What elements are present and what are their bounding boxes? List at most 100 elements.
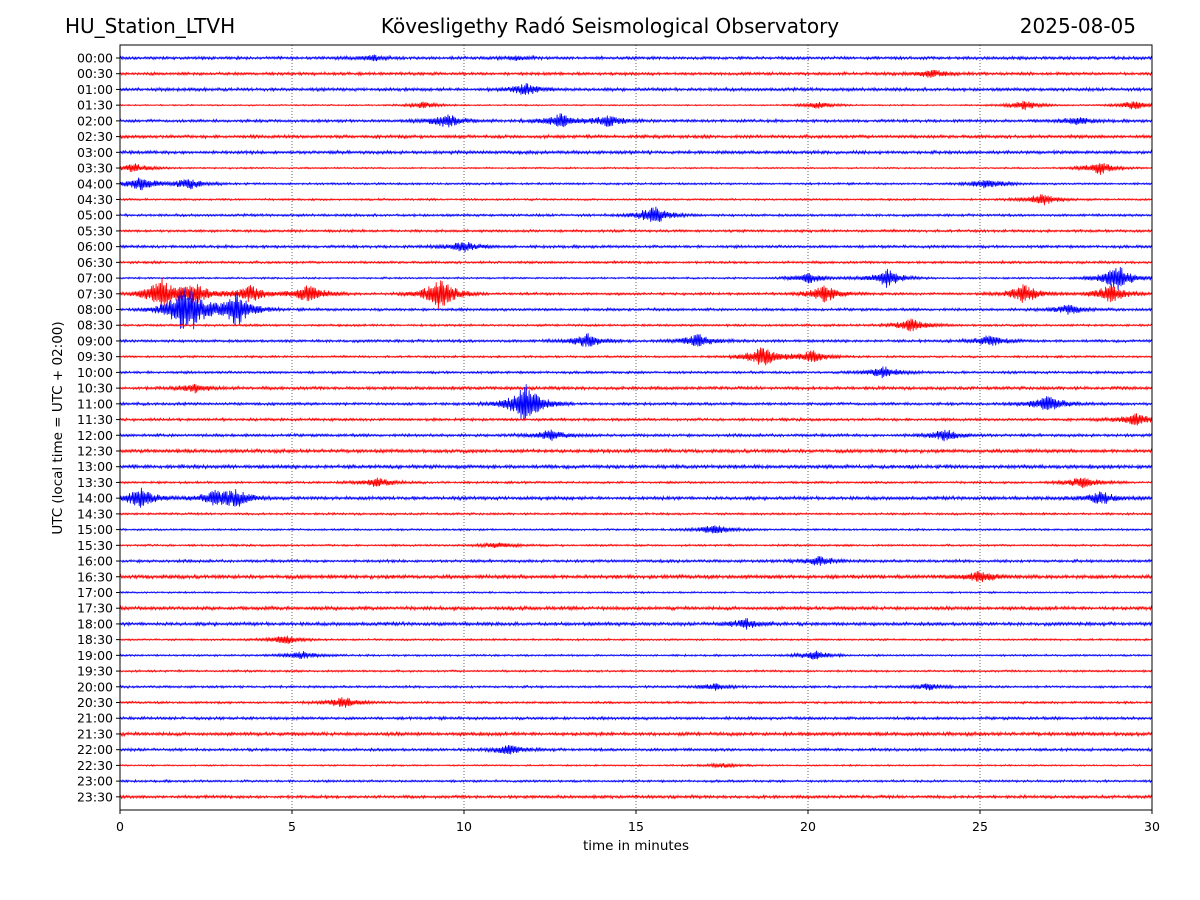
trace-1430 bbox=[119, 511, 1153, 517]
y-tick-label: 23:00 bbox=[77, 774, 113, 789]
trace-0900 bbox=[119, 333, 1153, 347]
trace-1930 bbox=[119, 668, 1153, 674]
x-tick-label: 5 bbox=[288, 819, 296, 834]
trace-1530 bbox=[119, 542, 1153, 549]
y-tick-label: 03:00 bbox=[77, 145, 113, 160]
trace-2130 bbox=[119, 730, 1153, 738]
y-tick-label: 07:30 bbox=[77, 286, 113, 301]
y-tick-label: 20:30 bbox=[77, 695, 113, 710]
y-tick-label: 03:30 bbox=[77, 161, 113, 176]
trace-2230 bbox=[119, 762, 1153, 769]
trace-2330 bbox=[119, 793, 1153, 800]
y-tick-label: 15:00 bbox=[77, 522, 113, 537]
y-tick-label: 16:30 bbox=[77, 569, 113, 584]
y-tick-label: 02:30 bbox=[77, 129, 113, 144]
trace-1700 bbox=[119, 590, 1153, 595]
x-tick-label: 20 bbox=[800, 819, 816, 834]
trace-0800 bbox=[119, 288, 1153, 330]
trace-0400 bbox=[119, 177, 1153, 191]
y-tick-label: 11:00 bbox=[77, 396, 113, 411]
trace-1830 bbox=[119, 635, 1153, 645]
y-tick-label: 17:00 bbox=[77, 585, 113, 600]
x-tick-label: 30 bbox=[1144, 819, 1160, 834]
trace-0830 bbox=[119, 318, 1153, 332]
y-tick-label: 21:00 bbox=[77, 711, 113, 726]
y-tick-label: 14:30 bbox=[77, 506, 113, 521]
trace-1400 bbox=[119, 487, 1153, 508]
y-tick-label: 09:00 bbox=[77, 333, 113, 348]
y-tick-label: 17:30 bbox=[77, 601, 113, 616]
trace-0430 bbox=[119, 194, 1153, 206]
trace-2000 bbox=[119, 683, 1153, 691]
trace-group bbox=[119, 54, 1153, 800]
y-tick-label: 00:30 bbox=[77, 66, 113, 81]
x-axis-label: time in minutes bbox=[583, 838, 689, 854]
trace-0500 bbox=[119, 206, 1153, 222]
trace-1800 bbox=[119, 618, 1153, 630]
y-tick-label: 21:30 bbox=[77, 726, 113, 741]
y-tick-label: 16:00 bbox=[77, 554, 113, 569]
trace-1600 bbox=[119, 556, 1153, 566]
trace-0300 bbox=[119, 149, 1153, 156]
y-tick-label: 08:00 bbox=[77, 302, 113, 317]
y-tick-label: 23:30 bbox=[77, 789, 113, 804]
trace-2030 bbox=[119, 697, 1153, 708]
trace-1030 bbox=[119, 383, 1153, 394]
trace-1300 bbox=[119, 463, 1153, 471]
trace-2200 bbox=[119, 744, 1153, 755]
y-tick-label: 08:30 bbox=[77, 318, 113, 333]
y-tick-label: 04:00 bbox=[77, 176, 113, 191]
y-tick-label: 19:00 bbox=[77, 648, 113, 663]
y-tick-label: 15:30 bbox=[77, 538, 113, 553]
y-tick-label: 11:30 bbox=[77, 412, 113, 427]
trace-0130 bbox=[119, 100, 1153, 111]
grid-lines bbox=[291, 45, 981, 810]
trace-0600 bbox=[119, 241, 1153, 253]
y-tick-label: 18:30 bbox=[77, 632, 113, 647]
trace-2300 bbox=[119, 778, 1153, 784]
chart-date: 2025-08-05 bbox=[1019, 14, 1136, 38]
trace-0030 bbox=[119, 69, 1153, 78]
trace-0530 bbox=[119, 228, 1153, 234]
trace-0230 bbox=[119, 133, 1153, 140]
y-tick-label: 09:30 bbox=[77, 349, 113, 364]
trace-1000 bbox=[119, 366, 1153, 379]
y-tick-label: 19:30 bbox=[77, 664, 113, 679]
trace-0730 bbox=[119, 277, 1153, 312]
y-tick-label: 05:30 bbox=[77, 223, 113, 238]
trace-0930 bbox=[119, 347, 1153, 366]
y-tick-label: 01:30 bbox=[77, 98, 113, 113]
y-tick-label: 00:00 bbox=[77, 51, 113, 66]
trace-1200 bbox=[119, 429, 1153, 442]
y-tick-label: 10:30 bbox=[77, 381, 113, 396]
y-tick-label: 12:30 bbox=[77, 444, 113, 459]
trace-0100 bbox=[119, 83, 1153, 95]
y-tick-label: 07:00 bbox=[77, 271, 113, 286]
trace-1230 bbox=[119, 447, 1153, 455]
y-tick-label: 04:30 bbox=[77, 192, 113, 207]
y-tick-label: 10:00 bbox=[77, 365, 113, 380]
y-tick-label: 22:00 bbox=[77, 742, 113, 757]
y-tick-label: 01:00 bbox=[77, 82, 113, 97]
trace-1330 bbox=[119, 477, 1153, 489]
y-axis-ticks: 00:0000:3001:0001:3002:0002:3003:0003:30… bbox=[77, 51, 120, 804]
y-tick-label: 05:00 bbox=[77, 208, 113, 223]
y-tick-label: 13:30 bbox=[77, 475, 113, 490]
x-tick-label: 10 bbox=[456, 819, 472, 834]
x-tick-label: 25 bbox=[972, 819, 988, 834]
y-tick-label: 02:00 bbox=[77, 113, 113, 128]
x-tick-label: 0 bbox=[116, 819, 124, 834]
trace-1730 bbox=[119, 604, 1153, 612]
y-tick-label: 13:00 bbox=[77, 459, 113, 474]
trace-2100 bbox=[119, 715, 1153, 722]
trace-1100 bbox=[119, 384, 1153, 421]
y-tick-label: 06:00 bbox=[77, 239, 113, 254]
trace-0200 bbox=[119, 113, 1153, 128]
trace-1900 bbox=[119, 650, 1153, 660]
trace-1500 bbox=[119, 525, 1153, 534]
trace-0630 bbox=[119, 259, 1153, 265]
y-tick-label: 20:00 bbox=[77, 679, 113, 694]
chart-title: Kövesligethy Radó Seismological Observat… bbox=[380, 14, 840, 38]
y-axis-label: UTC (local time = UTC + 02:00) bbox=[50, 321, 66, 534]
